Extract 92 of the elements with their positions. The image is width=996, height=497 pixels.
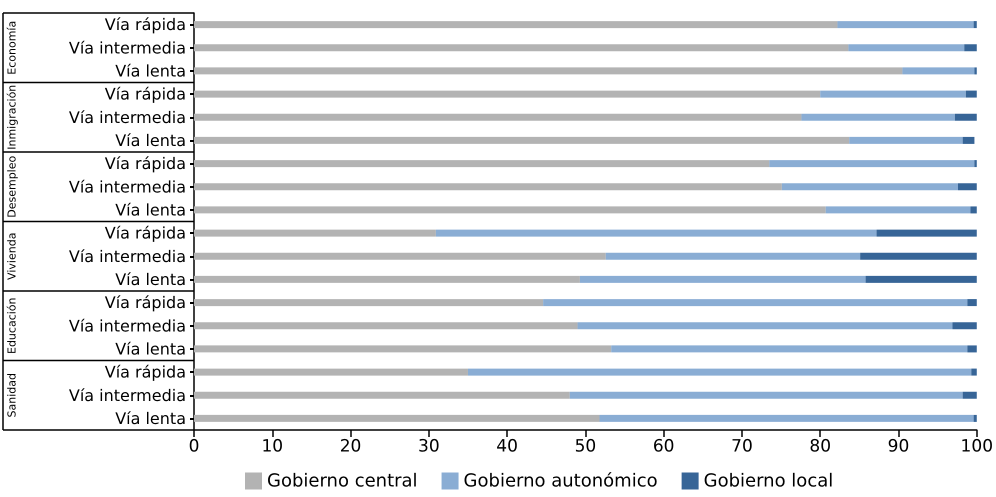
bar bbox=[974, 67, 977, 74]
x-tick-label: 10 bbox=[261, 436, 284, 456]
bar bbox=[964, 44, 977, 52]
bar bbox=[962, 136, 974, 144]
bar bbox=[194, 44, 848, 52]
bar bbox=[876, 230, 977, 237]
bar bbox=[971, 368, 977, 376]
bar bbox=[860, 252, 977, 260]
bar bbox=[967, 299, 977, 306]
x-tick-label: 60 bbox=[652, 436, 674, 456]
y-tick-label: Vía lenta bbox=[115, 130, 186, 150]
x-tick-label: 70 bbox=[731, 436, 753, 456]
bar bbox=[436, 230, 877, 237]
bar bbox=[194, 183, 782, 190]
bar bbox=[769, 160, 974, 168]
y-tick-label: Vía rápida bbox=[104, 224, 186, 243]
legend-label: Gobierno autonómico bbox=[464, 470, 658, 492]
bar bbox=[194, 299, 544, 306]
x-tick-label: 40 bbox=[496, 436, 518, 456]
bar bbox=[194, 230, 436, 237]
bar bbox=[966, 90, 977, 98]
bar bbox=[543, 299, 968, 306]
y-tick-label: Vía rápida bbox=[104, 293, 186, 312]
bar bbox=[599, 414, 974, 422]
y-tick-label: Vía intermedia bbox=[68, 38, 186, 58]
x-tick-label: 0 bbox=[188, 436, 200, 456]
bar bbox=[974, 160, 977, 168]
x-tick-label: 90 bbox=[888, 436, 910, 456]
bar bbox=[849, 136, 963, 144]
y-tick-label: Vía intermedia bbox=[68, 177, 186, 196]
text: Vivienda bbox=[6, 232, 18, 280]
bar bbox=[954, 114, 977, 121]
x-tick-label: 20 bbox=[340, 436, 362, 456]
bar bbox=[194, 392, 570, 399]
bar bbox=[194, 368, 468, 376]
bar bbox=[967, 345, 977, 352]
bar bbox=[902, 67, 974, 74]
bar bbox=[837, 21, 974, 28]
bar bbox=[970, 206, 977, 214]
bar bbox=[578, 322, 953, 330]
text: Sanidad bbox=[6, 373, 18, 418]
bar bbox=[801, 114, 955, 121]
text: Economía bbox=[6, 20, 18, 75]
bar bbox=[848, 44, 964, 52]
y-tick-label: Vía intermedia bbox=[68, 246, 186, 266]
legend-label: Gobierno central bbox=[267, 470, 418, 492]
bar bbox=[782, 183, 958, 190]
bar bbox=[866, 276, 977, 283]
bar bbox=[194, 136, 850, 144]
bar bbox=[962, 392, 977, 399]
y-tick-label: Vía lenta bbox=[115, 200, 186, 220]
y-tick-label: Vía intermedia bbox=[68, 386, 186, 405]
bar bbox=[194, 160, 770, 168]
x-tick-label: 100 bbox=[960, 436, 994, 456]
bar bbox=[194, 90, 820, 98]
bar bbox=[194, 414, 600, 422]
text: Desempleo bbox=[6, 155, 18, 218]
bar bbox=[194, 114, 802, 121]
bar bbox=[974, 21, 977, 28]
y-tick-label: Vía lenta bbox=[115, 339, 186, 358]
bar bbox=[958, 183, 977, 190]
bar bbox=[194, 67, 902, 74]
bar bbox=[611, 345, 968, 352]
x-tick-label: 50 bbox=[574, 436, 596, 456]
bar bbox=[952, 322, 977, 330]
text: Inmigración bbox=[6, 84, 18, 150]
bar bbox=[194, 322, 578, 330]
y-tick-label: Vía intermedia bbox=[68, 316, 186, 336]
bar bbox=[826, 206, 971, 214]
bar bbox=[820, 90, 966, 98]
bar bbox=[194, 206, 826, 214]
bar bbox=[606, 252, 860, 260]
legend-label: Gobierno local bbox=[704, 470, 834, 492]
y-tick-label: Vía intermedia bbox=[68, 108, 186, 127]
y-tick-label: Vía rápida bbox=[104, 362, 186, 382]
bar bbox=[194, 345, 612, 352]
text: Educación bbox=[6, 297, 18, 354]
x-tick-label: 80 bbox=[809, 436, 832, 456]
bar bbox=[194, 276, 580, 283]
y-tick-label: Vía rápida bbox=[104, 84, 186, 104]
y-tick-label: Vía rápida bbox=[104, 154, 186, 174]
bar bbox=[580, 276, 866, 283]
bar bbox=[194, 252, 606, 260]
y-tick-label: Vía lenta bbox=[115, 61, 186, 80]
x-tick-label: 30 bbox=[418, 436, 440, 456]
bar bbox=[194, 21, 838, 28]
bar bbox=[468, 368, 972, 376]
bar bbox=[570, 392, 963, 399]
y-tick-label: Vía lenta bbox=[115, 270, 186, 289]
y-tick-label: Vía lenta bbox=[115, 408, 186, 428]
bar bbox=[974, 414, 977, 422]
y-tick-label: Vía rápida bbox=[104, 15, 186, 34]
